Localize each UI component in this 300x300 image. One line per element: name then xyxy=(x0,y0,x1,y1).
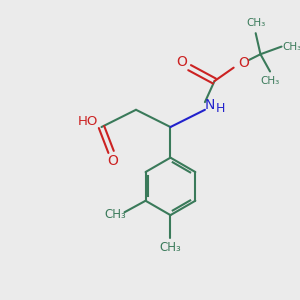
Text: CH₃: CH₃ xyxy=(246,18,265,28)
Text: CH₃: CH₃ xyxy=(160,241,181,254)
Text: O: O xyxy=(176,55,188,69)
Text: CH₃: CH₃ xyxy=(104,208,126,221)
Text: O: O xyxy=(238,56,249,70)
Text: CH₃: CH₃ xyxy=(282,42,300,52)
Text: CH₃: CH₃ xyxy=(260,76,280,86)
Text: H: H xyxy=(216,102,225,115)
Text: HO: HO xyxy=(78,115,98,128)
Text: O: O xyxy=(108,154,118,169)
Text: N: N xyxy=(205,98,215,112)
